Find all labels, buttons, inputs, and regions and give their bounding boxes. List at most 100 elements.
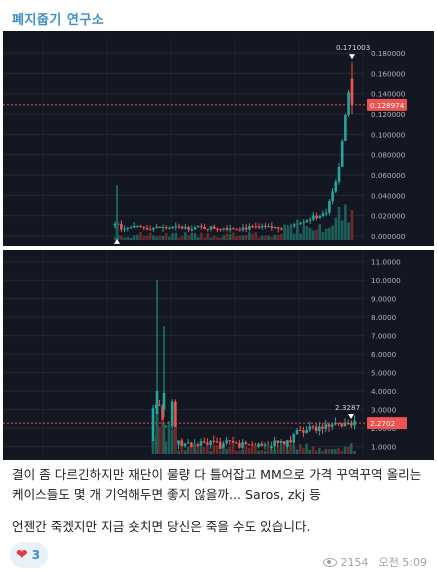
volume-bar	[264, 235, 267, 240]
candle-body	[247, 444, 251, 446]
volume-bar	[218, 450, 222, 454]
price-chart-1-svg: 0.180000 0.160000 0.140000 0.120000 0.100000…	[3, 37, 407, 246]
candle-body	[270, 446, 273, 449]
message-meta: 2154 오전 5:09	[322, 554, 427, 570]
candle-body	[334, 422, 337, 425]
volume-bar	[295, 449, 299, 454]
candle-body	[330, 424, 334, 427]
volume-bar	[314, 450, 318, 454]
channel-title[interactable]: 폐지줍기 연구소	[12, 13, 105, 28]
y-tick-label: 0.020000	[371, 212, 406, 221]
low-arrow-icon	[114, 238, 120, 244]
volume-bar	[113, 237, 117, 240]
volume-bar	[337, 447, 340, 454]
candle-body	[225, 228, 229, 230]
volume-bar	[164, 441, 168, 454]
chart-divider	[3, 246, 434, 250]
candle-body	[231, 440, 235, 443]
candle-body	[113, 223, 117, 226]
volume-bar	[164, 232, 168, 240]
candle-body	[257, 226, 261, 228]
volume-bar	[202, 447, 206, 454]
volume-bar	[177, 237, 181, 240]
y-tick-label: 0.120000	[371, 110, 406, 119]
candle-body	[324, 212, 328, 214]
y-tick-label: 1.0000	[371, 443, 397, 452]
candle-body	[232, 228, 235, 230]
volume-bar	[200, 232, 203, 240]
volume-bar	[129, 237, 133, 240]
volume-bar	[193, 233, 197, 240]
volume-bar	[196, 237, 200, 240]
volume-bar	[282, 444, 286, 454]
volume-bar	[324, 228, 328, 240]
candle-body	[139, 225, 142, 228]
volume-bar	[312, 230, 315, 240]
y-tick-label: 0.060000	[371, 171, 406, 180]
candle-body	[158, 404, 161, 406]
volume-bar	[132, 235, 136, 240]
volume-bar	[158, 426, 161, 454]
candle-body	[318, 216, 322, 219]
volume-bar	[225, 448, 228, 454]
caption-line-1: 결이 좀 다르긴하지만 재단이 물량 다 틀어잡고 MM으로 가격 꾸역꾸역 올…	[12, 467, 422, 502]
candle-body	[273, 227, 277, 229]
candle-body	[279, 441, 283, 444]
volume-bar	[286, 449, 289, 454]
candle-body	[209, 226, 213, 230]
candle-body	[308, 219, 312, 221]
volume-bar	[321, 450, 324, 454]
candle-body	[328, 201, 331, 213]
volume-bar	[244, 446, 248, 454]
candle-body	[177, 226, 181, 228]
volume-bar	[196, 446, 200, 454]
message-time: 오전 5:09	[378, 556, 427, 569]
volume-bar	[250, 445, 254, 454]
y-tick-label: 0.160000	[371, 69, 406, 78]
candle-body	[305, 429, 308, 433]
volume-bar	[206, 445, 209, 454]
volume-bar	[161, 419, 164, 454]
volume-bar	[186, 446, 190, 454]
candle-body	[302, 221, 306, 224]
candle-body	[120, 223, 123, 230]
volume-bar	[199, 445, 203, 454]
candle-body	[196, 226, 200, 228]
price-chart-1[interactable]: 0.180000 0.160000 0.140000 0.120000 0.100000…	[3, 31, 434, 246]
volume-bar	[241, 449, 244, 454]
candle-body	[314, 426, 318, 431]
price-chart-2[interactable]: 11.0000 10.0000 9.0000 8.0000 7.0000 6.0000 5.…	[3, 250, 434, 460]
candle-body	[254, 226, 258, 228]
volume-bar	[350, 210, 354, 240]
volume-bar	[266, 444, 270, 454]
y-tick-label: 0.100000	[371, 130, 406, 139]
candle-body	[219, 228, 222, 230]
volume-bar	[251, 233, 254, 240]
candle-body	[337, 422, 340, 424]
volume-bar	[193, 444, 196, 454]
candle-body	[216, 228, 219, 230]
message-caption: 결이 좀 다르긴하지만 재단이 물량 다 틀어잡고 MM으로 가격 꾸역꾸역 올…	[12, 465, 430, 537]
candle-body	[321, 426, 324, 429]
volume-bar	[180, 446, 184, 454]
volume-bar	[331, 225, 334, 240]
volume-bar	[158, 235, 162, 240]
candle-body	[180, 226, 184, 229]
candle-body	[212, 226, 216, 229]
candle-body	[241, 227, 245, 230]
volume-bar	[148, 232, 152, 240]
volume-bar	[270, 237, 274, 240]
volume-bar	[327, 449, 331, 454]
heart-icon: ❤	[16, 547, 28, 563]
reaction-button[interactable]: ❤ 3	[10, 542, 49, 568]
candle-body	[337, 166, 341, 182]
volume-bar	[292, 233, 296, 240]
candle-body	[196, 444, 200, 447]
candle-body	[200, 226, 203, 228]
volume-bar	[139, 232, 142, 240]
volume-bar	[328, 227, 331, 240]
candle-body	[343, 422, 347, 427]
current-price-label: 2.2702	[370, 419, 395, 428]
candle-body	[180, 440, 184, 447]
